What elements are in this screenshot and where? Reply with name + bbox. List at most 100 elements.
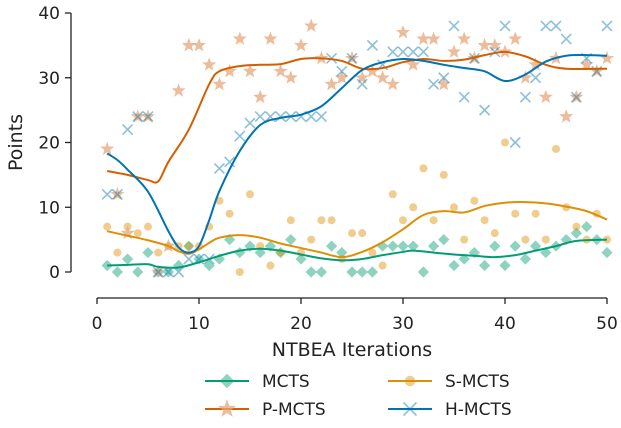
mcts-point bbox=[489, 240, 501, 252]
p-mcts-point bbox=[589, 63, 604, 78]
h-mcts-point bbox=[560, 33, 572, 45]
s-mcts-point bbox=[501, 138, 509, 147]
h-mcts-point bbox=[417, 46, 429, 58]
legend-marker bbox=[217, 399, 237, 417]
h-mcts-point bbox=[509, 136, 521, 149]
s-mcts-point bbox=[603, 235, 611, 244]
p-mcts-point bbox=[355, 70, 370, 84]
p-mcts-point bbox=[365, 63, 380, 78]
s-mcts-point bbox=[439, 170, 448, 179]
p-mcts-point bbox=[528, 57, 543, 71]
mcts-point bbox=[417, 266, 429, 278]
p-mcts-point bbox=[324, 76, 339, 91]
s-mcts-point bbox=[317, 216, 326, 225]
legend-label: H-MCTS bbox=[445, 400, 512, 420]
p-mcts-point bbox=[569, 89, 584, 104]
mcts-point bbox=[254, 246, 266, 259]
mcts-point bbox=[173, 259, 185, 272]
h-mcts-point bbox=[152, 266, 164, 278]
y-tick-label: 40 bbox=[38, 4, 60, 24]
p-mcts-point bbox=[191, 37, 207, 52]
mcts-trend-line bbox=[107, 238, 608, 269]
mcts-point bbox=[540, 246, 552, 259]
legend-item-h-mcts: H-MCTS bbox=[388, 400, 512, 420]
mcts-point bbox=[519, 253, 531, 265]
h-mcts-point bbox=[519, 91, 531, 103]
mcts-point bbox=[234, 246, 246, 259]
h-mcts-point bbox=[213, 162, 225, 174]
mcts-point bbox=[530, 240, 542, 252]
h-mcts-point bbox=[499, 20, 511, 32]
p-mcts-point bbox=[171, 83, 186, 97]
p-mcts-point bbox=[293, 37, 309, 52]
p-mcts-point bbox=[508, 31, 523, 45]
p-mcts-point bbox=[130, 109, 145, 123]
mcts-point bbox=[581, 221, 593, 233]
mcts-point bbox=[275, 246, 287, 259]
legend-marker bbox=[404, 375, 416, 387]
mcts-point bbox=[570, 227, 582, 239]
p-mcts-point bbox=[151, 264, 166, 278]
h-mcts-trend-line bbox=[106, 54, 608, 254]
mcts-point bbox=[509, 240, 521, 252]
mcts-point bbox=[193, 253, 205, 265]
s-mcts-point bbox=[541, 235, 550, 244]
mcts-point bbox=[285, 234, 297, 246]
h-mcts-point bbox=[111, 188, 123, 200]
mcts-point bbox=[203, 259, 215, 272]
p-mcts-point bbox=[406, 57, 421, 71]
mcts-point bbox=[397, 240, 409, 252]
mcts-point bbox=[326, 240, 338, 252]
h-mcts-point bbox=[550, 20, 562, 32]
h-mcts-point bbox=[448, 20, 460, 32]
h-mcts-point bbox=[122, 123, 134, 136]
mcts-point bbox=[428, 240, 440, 252]
mcts-point bbox=[479, 259, 491, 272]
mcts-point bbox=[111, 266, 123, 278]
mcts-point bbox=[346, 266, 358, 278]
legend-marker bbox=[402, 401, 418, 417]
mcts-point bbox=[336, 246, 348, 259]
s-mcts-point bbox=[154, 248, 163, 257]
y-axis-title: Points bbox=[5, 114, 27, 171]
p-mcts-point bbox=[457, 31, 472, 45]
h-mcts-point bbox=[132, 111, 144, 123]
s-mcts-point bbox=[419, 164, 428, 173]
h-mcts-point bbox=[142, 111, 154, 123]
x-tick-label: 20 bbox=[290, 314, 312, 334]
s-mcts-point bbox=[307, 235, 316, 244]
h-mcts-point bbox=[346, 52, 358, 64]
h-mcts-point bbox=[244, 117, 256, 129]
mcts-point bbox=[366, 266, 378, 278]
s-mcts-point bbox=[460, 235, 469, 244]
h-mcts-point bbox=[183, 253, 195, 265]
h-mcts-point bbox=[601, 20, 613, 32]
p-mcts-point bbox=[518, 70, 533, 84]
p-mcts-point bbox=[222, 63, 237, 78]
y-tick-label: 30 bbox=[38, 69, 60, 89]
mcts-point bbox=[499, 259, 511, 272]
p-mcts-point bbox=[446, 44, 462, 58]
h-mcts-point bbox=[234, 130, 246, 142]
h-mcts-point bbox=[315, 111, 327, 123]
s-mcts-trend-line bbox=[106, 201, 608, 259]
p-mcts-point bbox=[426, 31, 441, 45]
s-mcts-point bbox=[215, 196, 224, 205]
p-mcts-point bbox=[181, 37, 196, 52]
s-mcts-point bbox=[327, 216, 336, 225]
mcts-point bbox=[468, 246, 480, 259]
s-mcts-point bbox=[388, 190, 397, 199]
legend-label: S-MCTS bbox=[445, 372, 510, 392]
s-mcts-point bbox=[266, 261, 275, 270]
h-mcts-point bbox=[366, 39, 378, 51]
p-mcts-point bbox=[436, 76, 451, 91]
h-mcts-point bbox=[570, 91, 582, 103]
p-mcts-point bbox=[120, 225, 135, 240]
p-mcts-point bbox=[385, 76, 400, 91]
mcts-point bbox=[356, 266, 368, 278]
p-mcts-point bbox=[395, 25, 411, 39]
s-mcts-point bbox=[521, 235, 530, 244]
mcts-point bbox=[142, 246, 154, 259]
legend-item-s-mcts: S-MCTS bbox=[388, 372, 510, 392]
